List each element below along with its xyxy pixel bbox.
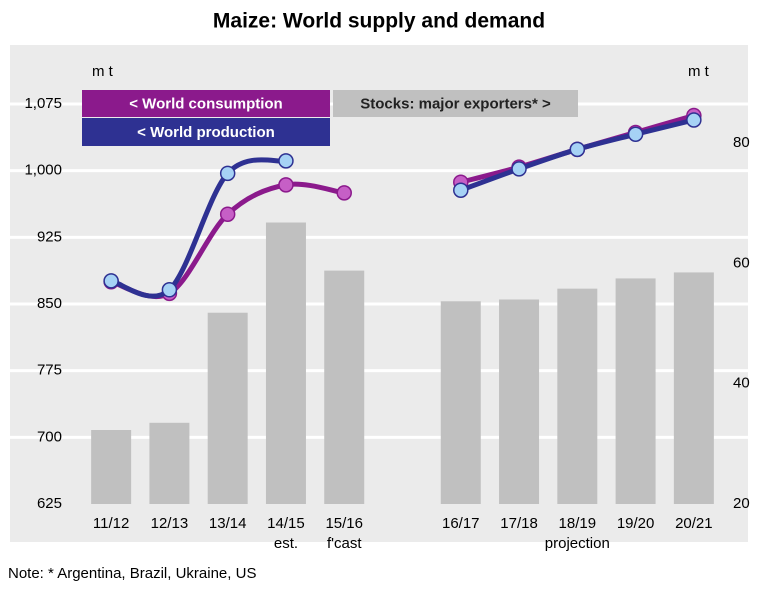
y-unit: m t xyxy=(92,63,114,80)
marker xyxy=(219,206,236,222)
y2-tick-label: 20 xyxy=(733,495,750,512)
legend-label: Stocks: major exporters* > xyxy=(360,95,551,112)
line xyxy=(110,157,287,299)
bar xyxy=(499,299,540,504)
x-tick-sublabel: f'cast xyxy=(327,535,362,552)
marker xyxy=(627,126,644,142)
marker xyxy=(511,161,527,177)
legend-label: < World consumption xyxy=(129,95,282,112)
marker xyxy=(686,112,702,128)
bar xyxy=(265,222,306,504)
y-tick-label: 700 xyxy=(37,428,62,445)
x-tick-label: 14/15 xyxy=(267,515,305,532)
y2-tick-label: 40 xyxy=(733,375,750,392)
marker xyxy=(278,177,294,193)
y-tick-label: 850 xyxy=(37,295,62,312)
y2-unit: m t xyxy=(688,63,710,80)
y-tick-label: 1,000 xyxy=(24,162,62,179)
legend-swatch xyxy=(82,90,330,117)
marker xyxy=(278,153,294,169)
y2-tick-label: 60 xyxy=(733,254,750,271)
marker xyxy=(569,141,586,158)
bar xyxy=(557,288,598,504)
x-tick-label: 16/17 xyxy=(442,515,480,532)
marker xyxy=(103,273,119,289)
y2-tick-label: 80 xyxy=(733,134,750,151)
legend-swatch xyxy=(333,90,578,117)
x-tick-label: 17/18 xyxy=(500,515,538,532)
marker xyxy=(219,165,236,182)
legend-swatch xyxy=(82,118,330,146)
bar xyxy=(324,270,365,504)
x-tick-label: 13/14 xyxy=(209,515,247,532)
bar xyxy=(615,278,656,504)
y-tick-label: 625 xyxy=(37,495,62,512)
annotation: projection xyxy=(545,535,610,552)
bar xyxy=(440,301,481,504)
y-tick-label: 925 xyxy=(37,228,62,245)
chart-title: Maize: World supply and demand xyxy=(213,10,545,33)
bar xyxy=(91,430,132,504)
bar xyxy=(673,272,714,504)
marker xyxy=(161,282,178,298)
x-tick-label: 15/16 xyxy=(325,515,363,532)
x-tick-label: 18/19 xyxy=(559,515,597,532)
marker xyxy=(336,185,352,201)
bar xyxy=(149,422,190,504)
x-tick-sublabel: est. xyxy=(274,535,298,552)
x-tick-label: 19/20 xyxy=(617,515,655,532)
y-tick-label: 1,075 xyxy=(24,95,62,112)
x-tick-label: 20/21 xyxy=(675,515,713,532)
marker xyxy=(453,182,469,198)
x-tick-label: 11/12 xyxy=(93,515,129,532)
bar xyxy=(207,312,248,504)
y-tick-label: 775 xyxy=(37,362,62,379)
x-tick-label: 12/13 xyxy=(151,515,189,532)
legend-label: < World production xyxy=(137,124,275,141)
note: Note: * Argentina, Brazil, Ukraine, US xyxy=(8,565,256,582)
